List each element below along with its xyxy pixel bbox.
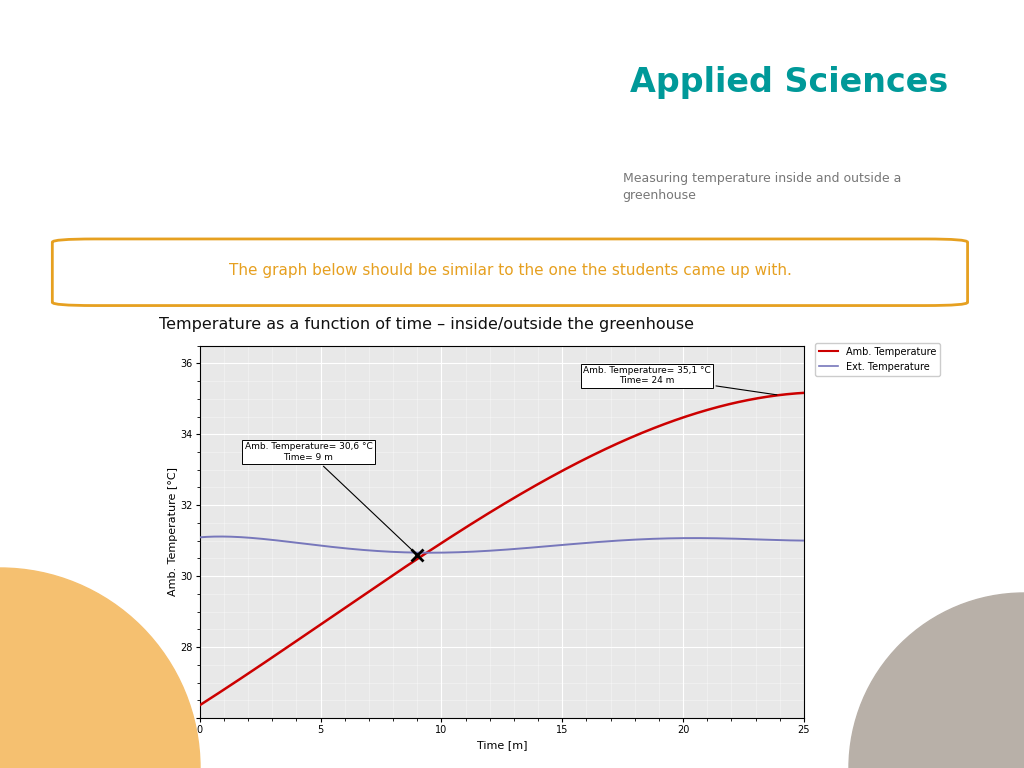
Circle shape	[0, 568, 200, 768]
Text: The graph below should be similar to the one the students came up with.: The graph below should be similar to the…	[228, 263, 792, 279]
Text: Measuring temperature inside and outside a
greenhouse: Measuring temperature inside and outside…	[623, 171, 901, 202]
Text: Amb. Temperature= 35,1 °C
Time= 24 m: Amb. Temperature= 35,1 °C Time= 24 m	[583, 366, 777, 395]
Legend: Amb. Temperature, Ext. Temperature: Amb. Temperature, Ext. Temperature	[815, 343, 940, 376]
Text: Results and analysis: Results and analysis	[623, 204, 848, 223]
FancyBboxPatch shape	[52, 239, 968, 306]
Y-axis label: Amb. Temperature [°C]: Amb. Temperature [°C]	[168, 468, 177, 596]
Text: Amb. Temperature= 30,6 °C
Time= 9 m: Amb. Temperature= 30,6 °C Time= 9 m	[245, 442, 415, 553]
Text: Applied Sciences: Applied Sciences	[630, 66, 948, 98]
Text: Greenhouse effect: Greenhouse effect	[623, 111, 855, 131]
X-axis label: Time [m]: Time [m]	[476, 740, 527, 750]
Text: Temperature as a function of time – inside/outside the greenhouse: Temperature as a function of time – insi…	[159, 316, 693, 332]
Circle shape	[849, 593, 1024, 768]
